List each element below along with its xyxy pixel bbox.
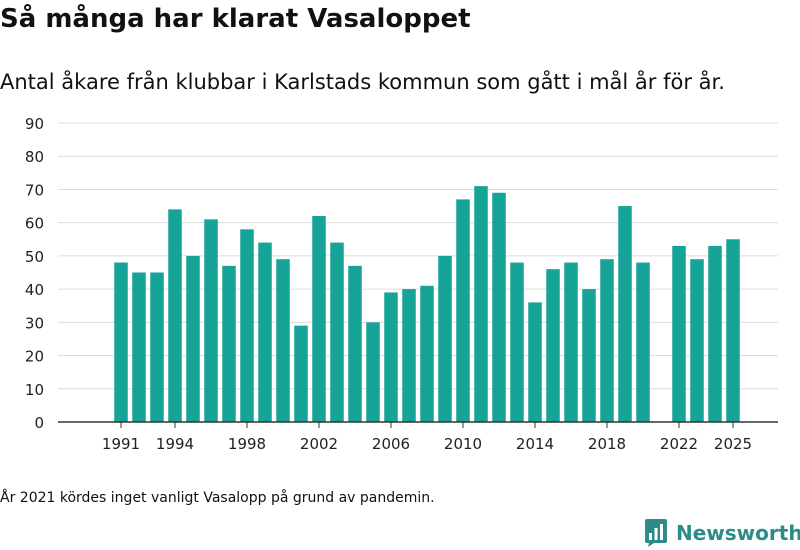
newsworthy-brand: Newsworthy	[644, 518, 800, 548]
y-tick-label: 40	[25, 281, 44, 299]
x-tick-label: 2022	[660, 435, 698, 453]
bar	[312, 216, 326, 422]
x-tick-label: 2018	[588, 435, 626, 453]
x-axis-ticks: 1991 1994 1998 2002 2006 2010 2014 2018 2022 2025	[102, 422, 752, 453]
x-tick-label: 1994	[156, 435, 194, 453]
bar	[384, 292, 398, 422]
y-tick-label: 0	[34, 414, 44, 432]
bar	[438, 255, 452, 422]
bar	[186, 255, 200, 422]
bar	[510, 262, 524, 422]
bar	[402, 289, 416, 422]
bar	[168, 209, 182, 422]
brand-name: Newsworthy	[676, 521, 800, 545]
x-tick-label: 2025	[714, 435, 752, 453]
bar	[690, 259, 704, 422]
x-tick-label: 1991	[102, 435, 140, 453]
bar	[420, 285, 434, 422]
y-tick-label: 60	[25, 215, 44, 233]
chart-subtitle: Antal åkare från klubbar i Karlstads kom…	[0, 70, 725, 94]
y-tick-label: 50	[25, 248, 44, 266]
newsworthy-logo-icon	[645, 519, 667, 547]
y-tick-label: 90	[25, 115, 44, 133]
y-tick-label: 20	[25, 348, 44, 366]
bar	[636, 262, 650, 422]
bar	[456, 199, 470, 422]
x-tick-label: 2014	[516, 435, 554, 453]
bar	[474, 186, 488, 422]
bar	[114, 262, 128, 422]
y-tick-label: 30	[25, 314, 44, 332]
bar	[330, 242, 344, 422]
chart-title: Så många har klarat Vasaloppet	[0, 4, 471, 34]
bar	[672, 245, 686, 422]
bar	[726, 239, 740, 422]
bar	[546, 269, 560, 422]
bar	[132, 272, 146, 422]
bar	[294, 325, 308, 422]
footnote: År 2021 kördes inget vanligt Vasalopp på…	[0, 490, 435, 506]
y-tick-label: 80	[25, 148, 44, 166]
bar	[366, 322, 380, 422]
bar	[618, 206, 632, 422]
y-tick-label: 70	[25, 181, 44, 199]
bar	[204, 219, 218, 422]
gridlines	[58, 122, 778, 390]
x-tick-label: 2006	[372, 435, 410, 453]
bar	[276, 259, 290, 422]
bar	[222, 265, 236, 422]
bar	[240, 229, 254, 422]
bar	[708, 245, 722, 422]
bar	[564, 262, 578, 422]
bar	[258, 242, 272, 422]
bar	[348, 265, 362, 422]
bar	[600, 259, 614, 422]
bar	[528, 302, 542, 422]
y-axis-tick-labels: 0 10 20 30 40 50 60 70 80 90	[25, 115, 44, 432]
x-tick-label: 1998	[228, 435, 266, 453]
bars	[114, 186, 740, 422]
bar	[150, 272, 164, 422]
bar-chart: 0 10 20 30 40 50 60 70 80 90 1991 1994 1998 2002 2006…	[25, 115, 778, 453]
bar	[492, 192, 506, 422]
x-tick-label: 2002	[300, 435, 338, 453]
x-tick-label: 2010	[444, 435, 482, 453]
y-tick-label: 10	[25, 381, 44, 399]
bar	[582, 289, 596, 422]
